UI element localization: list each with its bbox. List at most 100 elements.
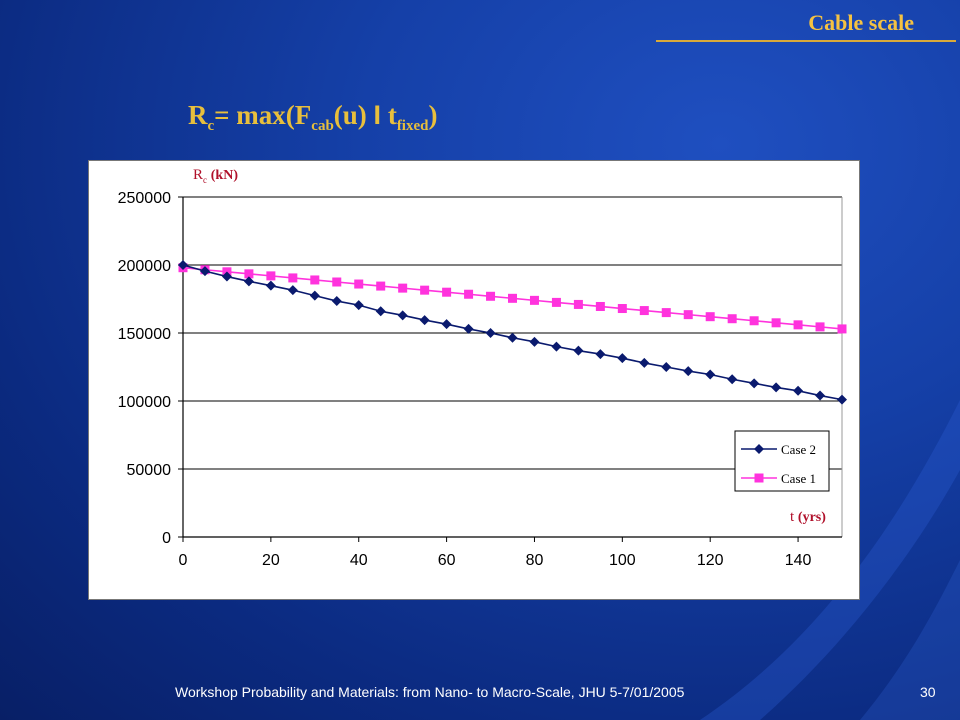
- data-point-case-1: [529, 295, 539, 305]
- data-point-case-2: [815, 390, 826, 401]
- data-point-case-2: [595, 349, 606, 360]
- data-point-case-2: [771, 382, 782, 393]
- data-point-case-1: [266, 271, 276, 281]
- x-tick-label: 60: [438, 552, 456, 569]
- data-point-case-1: [508, 293, 517, 303]
- data-point-case-1: [442, 287, 452, 297]
- data-point-case-2: [551, 341, 562, 352]
- formula-r-sub: c: [207, 118, 215, 134]
- data-point-case-2: [485, 328, 496, 338]
- data-point-case-2: [683, 366, 694, 377]
- data-point-case-1: [683, 310, 693, 320]
- x-tick-label: 120: [697, 552, 724, 569]
- data-point-case-1: [815, 322, 825, 332]
- y-axis-symbol: R: [193, 167, 204, 183]
- footer-text: Workshop Probability and Materials: from…: [175, 684, 685, 700]
- x-axis-symbol: t: [790, 509, 795, 525]
- data-point-case-1: [244, 269, 254, 279]
- data-point-case-1: [376, 281, 386, 291]
- formula-title: Rc= max(Fcab(u) I tfixed): [188, 100, 437, 135]
- x-axis-unit: (yrs): [797, 510, 826, 525]
- data-point-case-1: [310, 275, 320, 285]
- slide-number: 30: [920, 684, 936, 700]
- data-point-case-1: [354, 279, 364, 289]
- y-tick-label: 50000: [127, 462, 172, 479]
- data-point-case-2: [331, 296, 342, 307]
- data-point-case-1: [464, 289, 474, 299]
- series-line-case-2: [182, 264, 843, 401]
- data-point-case-1: [837, 324, 847, 334]
- formula-f-sub: cab: [311, 118, 334, 134]
- data-point-case-1: [639, 306, 649, 316]
- data-point-case-2: [639, 357, 650, 368]
- data-point-case-2: [529, 336, 540, 347]
- y-tick-label: 200000: [118, 258, 171, 275]
- title-underline: [656, 40, 956, 42]
- data-point-case-2: [507, 332, 518, 343]
- data-point-case-2: [178, 260, 188, 270]
- formula-bar: I: [373, 100, 382, 130]
- formula-r: R: [188, 100, 208, 130]
- data-point-case-1: [486, 291, 496, 301]
- data-point-case-2: [221, 271, 232, 282]
- legend-label: Case 1: [781, 471, 816, 486]
- x-tick-label: 100: [609, 552, 636, 569]
- x-tick-label: 140: [785, 552, 812, 569]
- data-point-case-1: [288, 273, 298, 283]
- data-point-case-1: [617, 304, 627, 314]
- data-point-case-2: [287, 285, 298, 296]
- data-point-case-2: [375, 306, 386, 317]
- data-point-case-2: [573, 345, 584, 356]
- data-point-case-2: [243, 276, 254, 287]
- data-point-case-2: [705, 369, 716, 380]
- data-point-case-2: [617, 353, 628, 364]
- data-point-case-2: [353, 300, 364, 311]
- data-point-case-2: [749, 378, 760, 389]
- data-point-case-2: [793, 385, 804, 396]
- data-point-case-2: [419, 315, 430, 326]
- x-tick-label: 80: [526, 552, 544, 569]
- data-point-case-1: [398, 283, 408, 293]
- data-point-case-1: [727, 314, 737, 324]
- y-tick-label: 100000: [118, 394, 171, 411]
- data-point-case-2: [727, 374, 738, 385]
- data-point-case-1: [749, 316, 759, 326]
- data-point-case-2: [837, 394, 847, 405]
- legend-label: Case 2: [781, 442, 816, 457]
- formula-eq: = max(F: [214, 100, 312, 130]
- x-axis-label: t (yrs): [790, 509, 826, 526]
- data-point-case-1: [332, 277, 342, 287]
- data-point-case-1: [595, 301, 605, 311]
- chart-panel: 0 50000 100000 150000 200000 250000 0 20 40 60 80 1…: [88, 160, 860, 600]
- data-point-case-2: [199, 266, 210, 277]
- x-tick-label: 20: [262, 552, 280, 569]
- data-point-case-2: [397, 310, 408, 321]
- data-point-case-1: [793, 320, 803, 330]
- data-point-case-2: [463, 323, 474, 334]
- formula-t: t: [381, 100, 397, 130]
- y-axis-sub: c: [203, 175, 208, 185]
- data-point-case-1: [420, 285, 430, 295]
- legend-marker: [754, 444, 764, 454]
- data-point-case-2: [661, 362, 672, 372]
- formula-close: ): [428, 100, 438, 130]
- section-title: Cable scale: [808, 10, 914, 35]
- x-tick-label: 40: [350, 552, 368, 569]
- formula-mid: (u): [333, 100, 374, 130]
- data-point-case-1: [573, 299, 583, 309]
- data-point-case-1: [771, 318, 781, 328]
- data-point-case-1: [551, 297, 561, 307]
- line-chart: 0 50000 100000 150000 200000 250000 0 20 40 60 80 1…: [118, 190, 847, 569]
- data-point-case-2: [309, 290, 320, 301]
- data-point-case-1: [661, 308, 671, 318]
- y-axis-unit: (kN): [210, 168, 238, 183]
- y-tick-label: 150000: [118, 326, 171, 343]
- formula-t-sub: fixed: [396, 118, 429, 134]
- y-tick-label: 0: [162, 530, 171, 547]
- legend-box: [734, 430, 830, 492]
- data-point-case-2: [441, 319, 452, 330]
- y-axis-label: Rc (kN): [193, 167, 238, 185]
- y-tick-label: 250000: [118, 190, 171, 207]
- data-point-case-1: [705, 312, 715, 322]
